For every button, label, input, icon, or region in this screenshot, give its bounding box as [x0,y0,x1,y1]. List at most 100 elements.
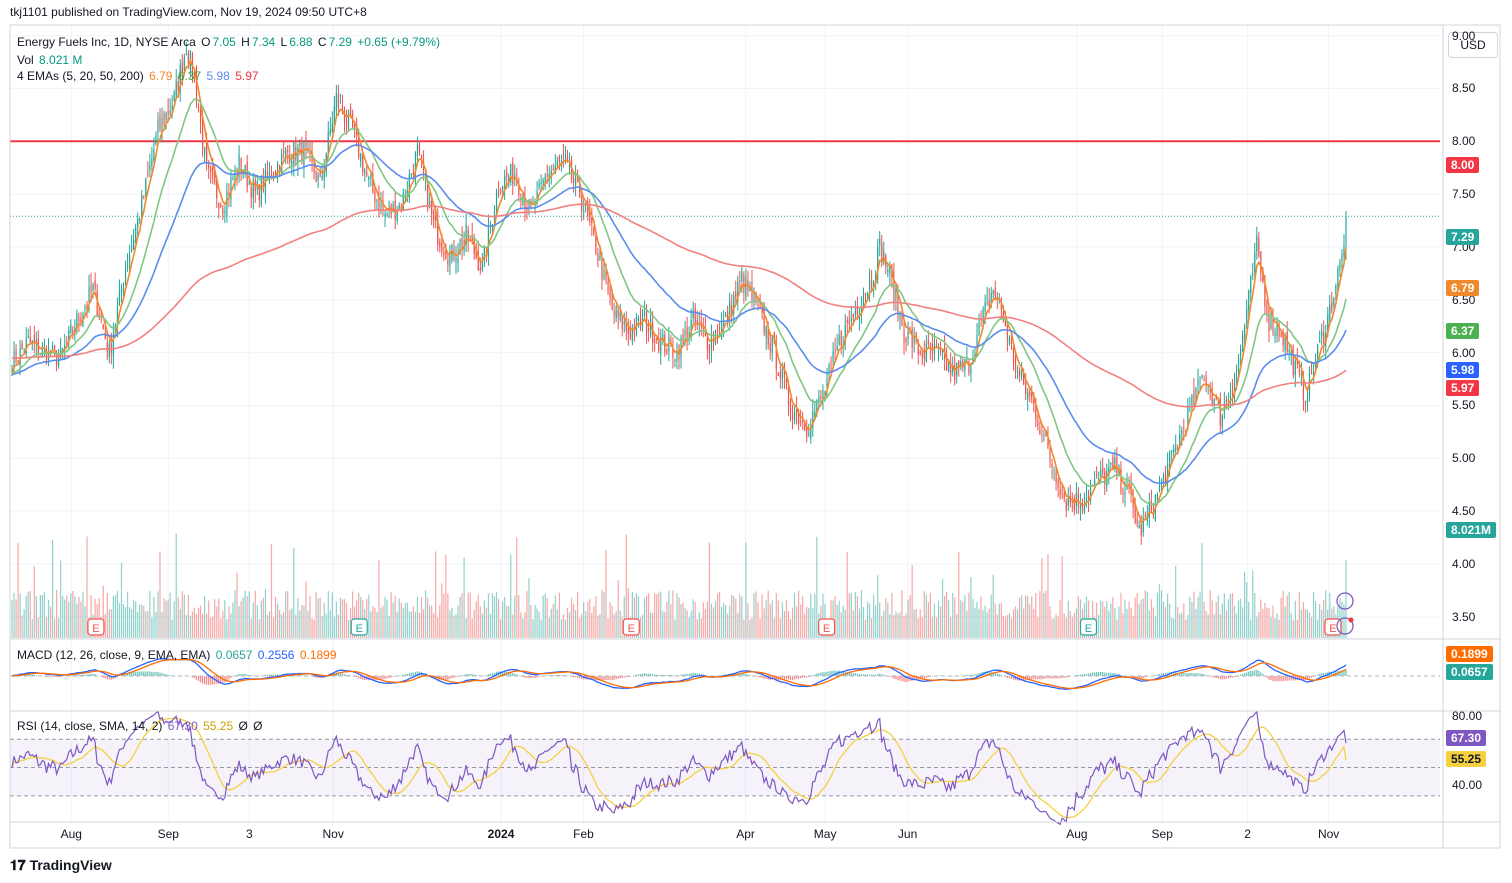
macd-histogram-bar [364,676,366,681]
macd-histogram-bar [1045,676,1047,679]
volume-bar [1118,606,1120,638]
candle-body [327,132,329,156]
macd-histogram-bar [467,674,469,676]
candle-body [937,348,940,351]
candle-body [682,334,684,339]
volume-bar [787,610,790,638]
macd-histogram-bar [161,672,163,676]
volume-bar [187,595,189,638]
volume-bar [674,619,676,638]
candle-body [757,304,759,306]
candle-body [112,334,114,357]
candle-body [1250,276,1252,293]
volume-bar [755,591,757,638]
candle-body [1335,286,1337,293]
macd-histogram-bar [680,674,682,676]
candle-body [962,361,964,368]
volume-bar [82,591,84,638]
macd-histogram-bar [1181,672,1183,676]
macd-histogram-bar [814,674,816,676]
volume-bar [1002,615,1004,638]
candle-body [1195,389,1197,404]
volume-bar [351,591,354,638]
candle-body [1197,379,1199,386]
candle-body [635,316,638,330]
volume-bar [574,610,577,638]
candle-body [406,191,408,196]
macd-histogram-bar [650,673,652,676]
macd-histogram-bar [891,676,893,678]
earnings-marker-label: E [356,623,363,635]
candle-body [1343,244,1345,256]
volume-bar [568,612,571,638]
macd-histogram-bar [315,676,317,678]
volume-bar [51,539,54,638]
volume-bar [323,602,325,638]
candle-body [739,279,741,281]
macd-histogram-bar [1029,676,1031,680]
candle-body [556,161,558,166]
macd-histogram-bar [145,671,147,676]
volume-bar [1061,556,1063,638]
candle-body [915,332,917,341]
volume-bar [1177,607,1179,638]
candle-body [767,329,769,345]
candle-body [266,172,269,177]
macd-histogram-bar [159,672,161,676]
candle-body [339,101,342,103]
volume-bar [1171,617,1173,638]
volume-legend[interactable]: Vol 8.021 M [17,53,84,67]
candle-body [133,240,135,250]
macd-histogram-bar [546,675,548,676]
volume-bar [76,603,78,638]
candle-body [658,337,660,351]
macd-histogram-bar [433,676,435,679]
volume-bar [950,616,952,638]
volume-bar [1023,608,1025,638]
volume-bar [396,611,398,638]
macd-legend[interactable]: MACD (12, 26, close, 9, EMA, EMA) 0.0657… [17,648,339,662]
macd-histogram-bar [623,676,625,678]
macd-histogram-bar [755,676,757,677]
high-label: H [241,35,250,49]
macd-histogram-bar [1010,676,1013,679]
rsi-legend[interactable]: RSI (14, close, SMA, 14, 2) 67.30 55.25 … [17,719,265,733]
candle-body [504,176,506,188]
macd-histogram-bar [461,675,463,676]
volume-bar [599,614,601,638]
volume-bar [1146,591,1148,638]
volume-bar [917,618,919,638]
macd-histogram-bar [605,676,607,680]
candle-body [1345,216,1347,242]
macd-histogram-bar [199,676,202,683]
macd-histogram-bar [516,674,518,676]
candle-body [647,327,650,331]
candle-body [512,162,514,185]
macd-histogram-bar [502,671,504,676]
volume-bar [39,595,41,638]
currency-button[interactable]: USD [1448,32,1498,58]
candle-body [433,210,435,221]
volume-bar [1166,593,1169,638]
macd-histogram-bar [998,674,1000,676]
volume-bar [850,592,852,638]
candle-body [481,260,483,270]
macd-histogram-bar [765,676,767,679]
volume-bar [731,595,733,638]
candle-body [354,125,356,129]
price-tick: 3.50 [1452,609,1476,624]
macd-histogram-bar [1331,671,1333,676]
macd-histogram-bar [931,676,934,677]
candle-body [1122,490,1124,494]
volume-bar [1106,601,1108,638]
macd-histogram-bar [248,674,250,676]
candle-body [149,164,151,171]
macd-histogram-bar [757,676,759,678]
ema-legend[interactable]: 4 EMAs (5, 20, 50, 200) 6.79 6.37 5.98 5… [17,69,261,83]
candle-body [670,339,672,345]
pane-dividers [9,24,1501,849]
macd-histogram-bar [1266,676,1268,678]
candle-body [518,187,520,196]
